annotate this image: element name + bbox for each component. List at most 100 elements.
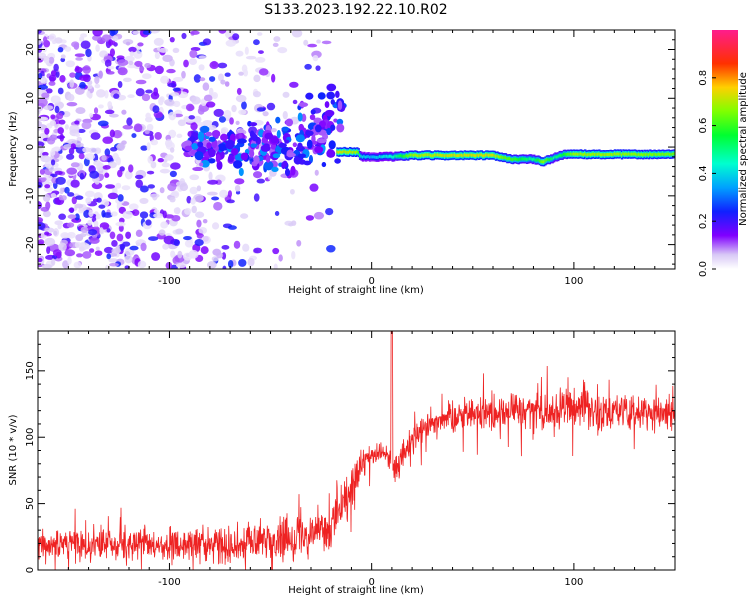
- noise-blob: [161, 162, 171, 168]
- noise-blob: [94, 75, 100, 85]
- noise-blob: [170, 191, 179, 197]
- noise-blob: [316, 39, 321, 44]
- line-core: [407, 154, 410, 158]
- line-core: [670, 152, 673, 156]
- noise-blob: [253, 247, 263, 254]
- line-core: [476, 153, 479, 157]
- noise-blob: [44, 160, 53, 169]
- noise-blob: [60, 232, 70, 239]
- noise-blob: [162, 54, 173, 63]
- noise-blob: [200, 246, 209, 255]
- noise-blob: [104, 59, 112, 68]
- noise-blob: [48, 33, 57, 42]
- noise-blob: [244, 46, 249, 55]
- line-core: [354, 151, 358, 155]
- cluster-blob: [335, 90, 340, 99]
- noise-blob: [256, 107, 266, 112]
- noise-blob: [165, 262, 173, 269]
- cluster-blob: [270, 136, 279, 144]
- noise-blob: [125, 231, 132, 239]
- noise-blob: [152, 105, 160, 114]
- noise-blob: [115, 156, 121, 166]
- noise-blob: [168, 111, 177, 121]
- line-core: [408, 153, 411, 157]
- noise-blob: [54, 105, 60, 114]
- line-core: [484, 153, 488, 157]
- noise-blob: [102, 136, 114, 144]
- noise-blob: [91, 182, 103, 190]
- noise-blob: [202, 38, 212, 46]
- line-core: [465, 153, 468, 157]
- noise-blob: [90, 132, 101, 140]
- noise-blob: [219, 189, 228, 198]
- noise-blob: [148, 236, 159, 241]
- line-core: [503, 156, 506, 160]
- line-core: [571, 152, 574, 156]
- noise-blob: [94, 83, 101, 89]
- noise-blob: [60, 57, 66, 63]
- noise-blob: [147, 184, 155, 189]
- noise-blob: [129, 245, 139, 251]
- noise-blob: [291, 250, 296, 260]
- line-core: [424, 153, 427, 157]
- line-core: [493, 153, 496, 157]
- noise-blob: [151, 252, 161, 261]
- noise-blob: [207, 261, 217, 269]
- noise-blob: [189, 174, 200, 181]
- cluster-blob: [321, 162, 327, 168]
- line-core: [550, 157, 553, 161]
- noise-blob: [122, 77, 132, 83]
- noise-blob: [221, 252, 227, 260]
- noise-blob: [121, 140, 127, 145]
- snr-ticks: -100 0 100 0 50 100 150: [25, 330, 676, 588]
- noise-blob: [153, 212, 164, 219]
- noise-blob: [139, 197, 149, 205]
- line-core: [364, 155, 367, 159]
- line-core: [438, 153, 441, 157]
- noise-blob: [325, 207, 334, 216]
- cluster-blob: [330, 124, 336, 131]
- cluster-blob: [336, 118, 344, 126]
- y-tick-label: -10: [25, 188, 36, 204]
- cluster-blob: [208, 136, 216, 142]
- noise-blob: [109, 113, 119, 118]
- noise-blob: [38, 30, 42, 34]
- line-core: [616, 152, 619, 156]
- noise-blob: [153, 209, 160, 214]
- noise-blob: [314, 169, 319, 176]
- noise-blob: [79, 172, 85, 180]
- cluster-blob: [276, 130, 281, 139]
- line-core: [426, 153, 430, 157]
- noise-blob: [126, 117, 133, 126]
- noise-blob: [92, 34, 102, 41]
- noise-blob: [64, 186, 70, 194]
- noise-blob: [229, 117, 234, 125]
- line-core: [452, 153, 455, 157]
- noise-blob: [213, 201, 223, 211]
- noise-blob: [321, 40, 332, 45]
- noise-blob: [157, 157, 164, 163]
- noise-blob: [117, 81, 123, 89]
- snr-frame: [37, 330, 676, 571]
- line-core: [455, 154, 458, 158]
- line-core: [368, 155, 372, 159]
- line-core: [659, 152, 662, 156]
- noise-blob: [227, 225, 237, 230]
- noise-blob: [270, 127, 277, 133]
- line-core: [414, 153, 417, 157]
- line-core: [445, 153, 448, 157]
- line-core: [613, 152, 617, 156]
- noise-blob: [107, 65, 115, 70]
- cluster-blob: [272, 153, 281, 159]
- noise-blob: [76, 253, 83, 258]
- line-core: [606, 153, 610, 157]
- snr-line: [38, 331, 675, 570]
- line-core: [542, 160, 546, 164]
- noise-blob: [277, 46, 288, 54]
- y-tick-label: 50: [25, 497, 36, 510]
- noise-blob: [95, 213, 101, 220]
- cluster-blob: [292, 142, 298, 148]
- noise-blob: [38, 52, 47, 59]
- line-core: [381, 155, 384, 159]
- noise-blob: [224, 72, 231, 77]
